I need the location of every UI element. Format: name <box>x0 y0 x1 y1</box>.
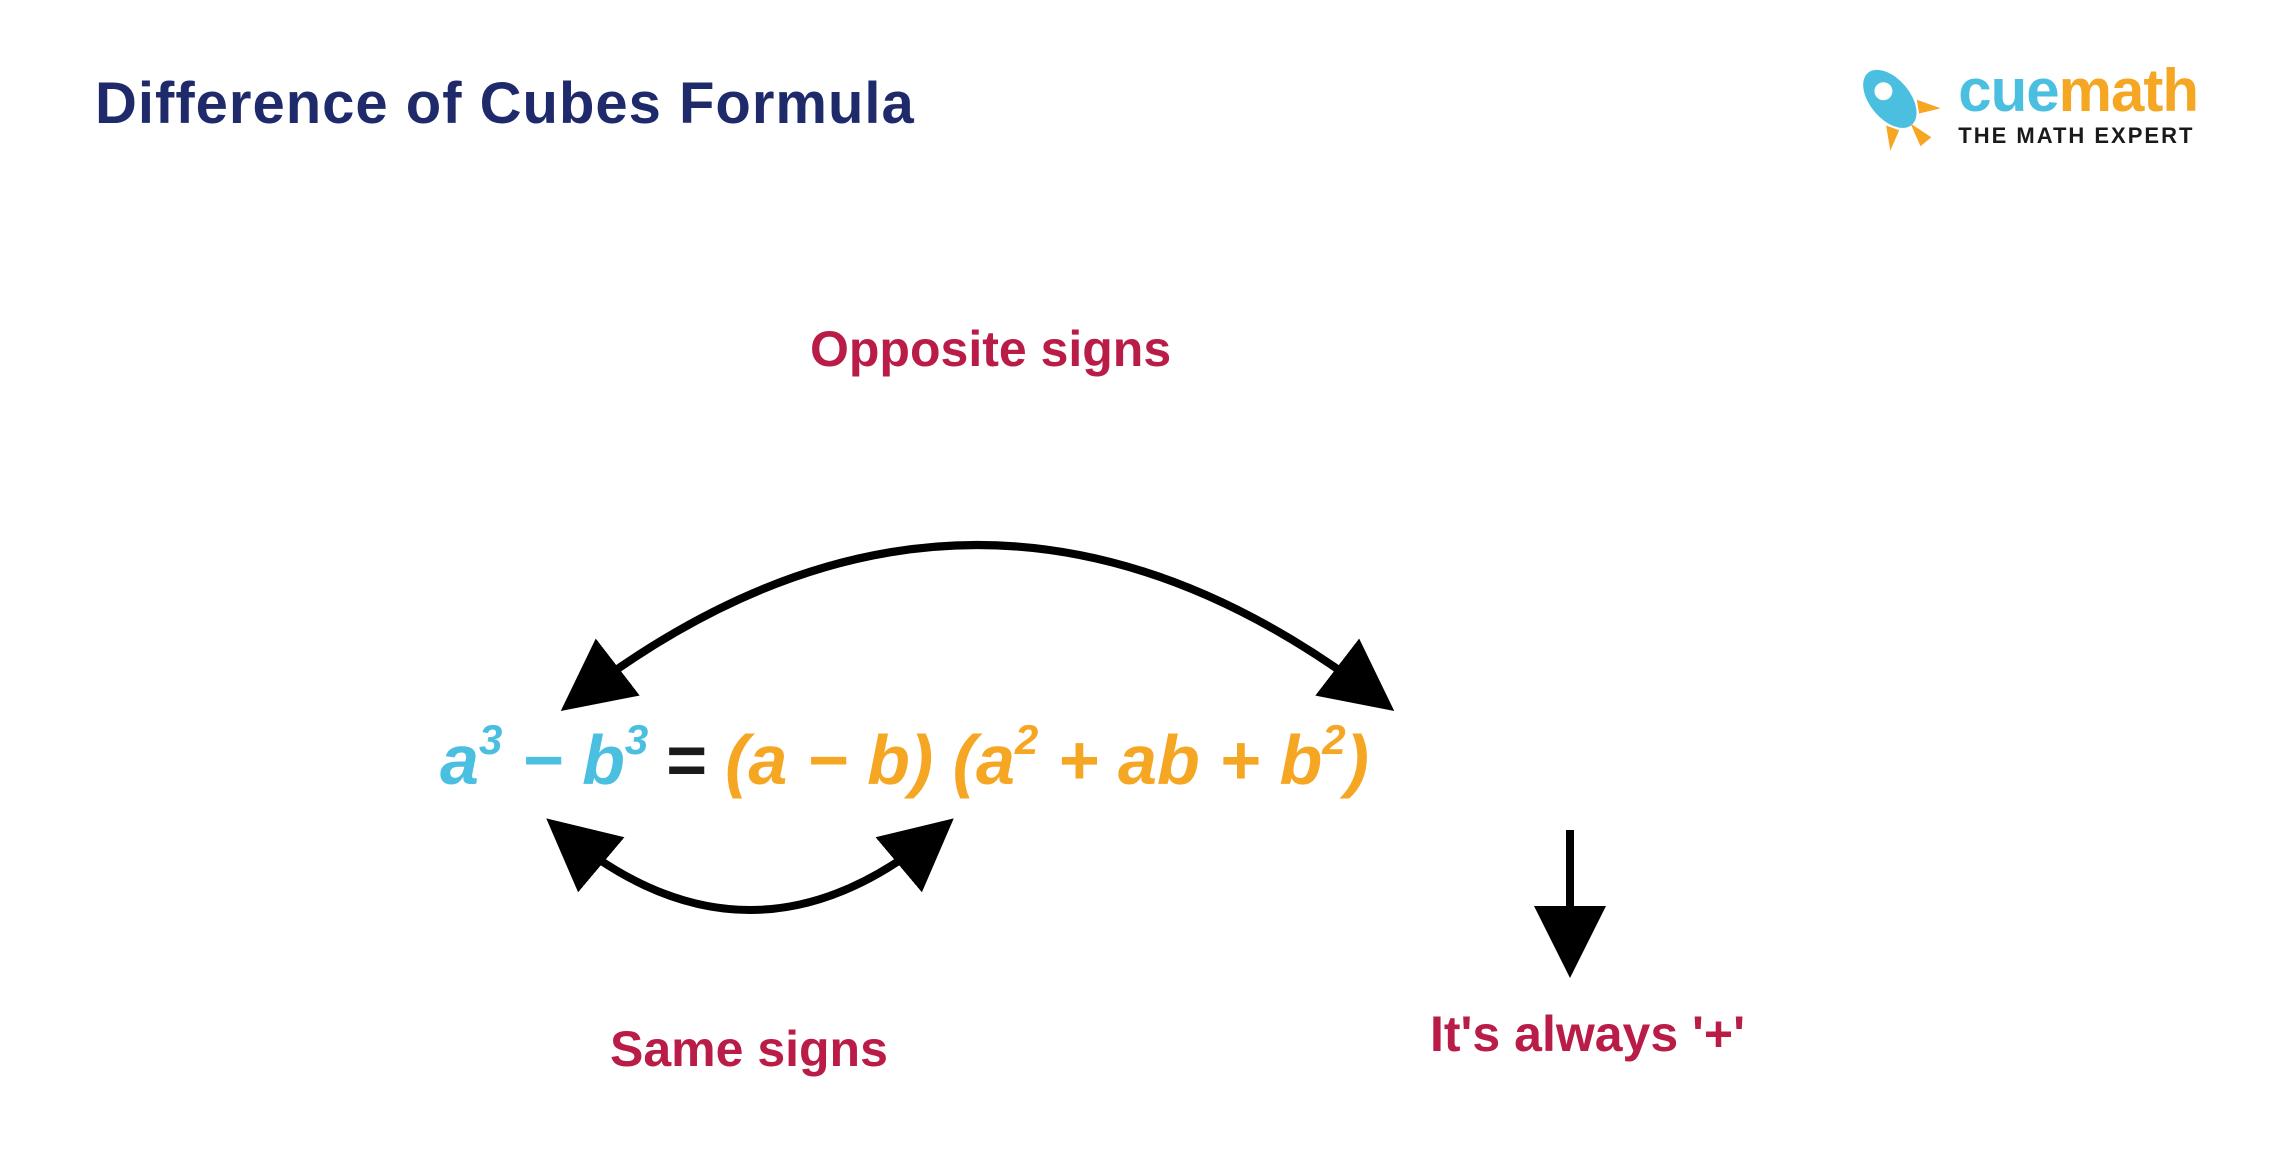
annotation-same-signs: Same signs <box>610 1020 888 1078</box>
rhs-close: ) <box>1346 721 1369 799</box>
logo-brand-part1: cue <box>1958 57 2058 124</box>
annotation-always-plus: It's always '+' <box>1430 1005 1745 1063</box>
lhs-b: b <box>582 721 625 799</box>
rhs-part1: (a − b) (a <box>725 721 1015 799</box>
page-title: Difference of Cubes Formula <box>95 70 915 137</box>
lhs-exp1: 3 <box>479 716 502 763</box>
rhs-sq1: 2 <box>1015 716 1038 763</box>
lhs-exp2: 3 <box>625 716 648 763</box>
formula-equals: = <box>666 720 707 800</box>
lhs-a: a <box>440 721 479 799</box>
formula: a3 − b3 = (a − b) (a2 + ab + b2) <box>440 720 1369 800</box>
lhs-minus: − <box>502 721 582 799</box>
logo-text: cuemath THE MATH EXPERT <box>1958 61 2198 149</box>
logo-brand-part2: math <box>2059 57 2198 124</box>
rhs-mid: + ab + b <box>1038 721 1322 799</box>
arc-same-signs <box>560 830 940 910</box>
arc-opposite-signs <box>575 545 1380 700</box>
arrow-layer <box>0 0 2293 1159</box>
annotation-opposite-signs: Opposite signs <box>810 320 1171 378</box>
rocket-icon <box>1850 55 1940 155</box>
rhs-sq2: 2 <box>1322 716 1345 763</box>
logo-brand: cuemath <box>1958 61 2198 121</box>
logo-tagline: THE MATH EXPERT <box>1958 123 2198 149</box>
brand-logo: cuemath THE MATH EXPERT <box>1850 55 2198 155</box>
formula-lhs: a3 − b3 <box>440 720 648 800</box>
formula-rhs: (a − b) (a2 + ab + b2) <box>725 720 1369 800</box>
